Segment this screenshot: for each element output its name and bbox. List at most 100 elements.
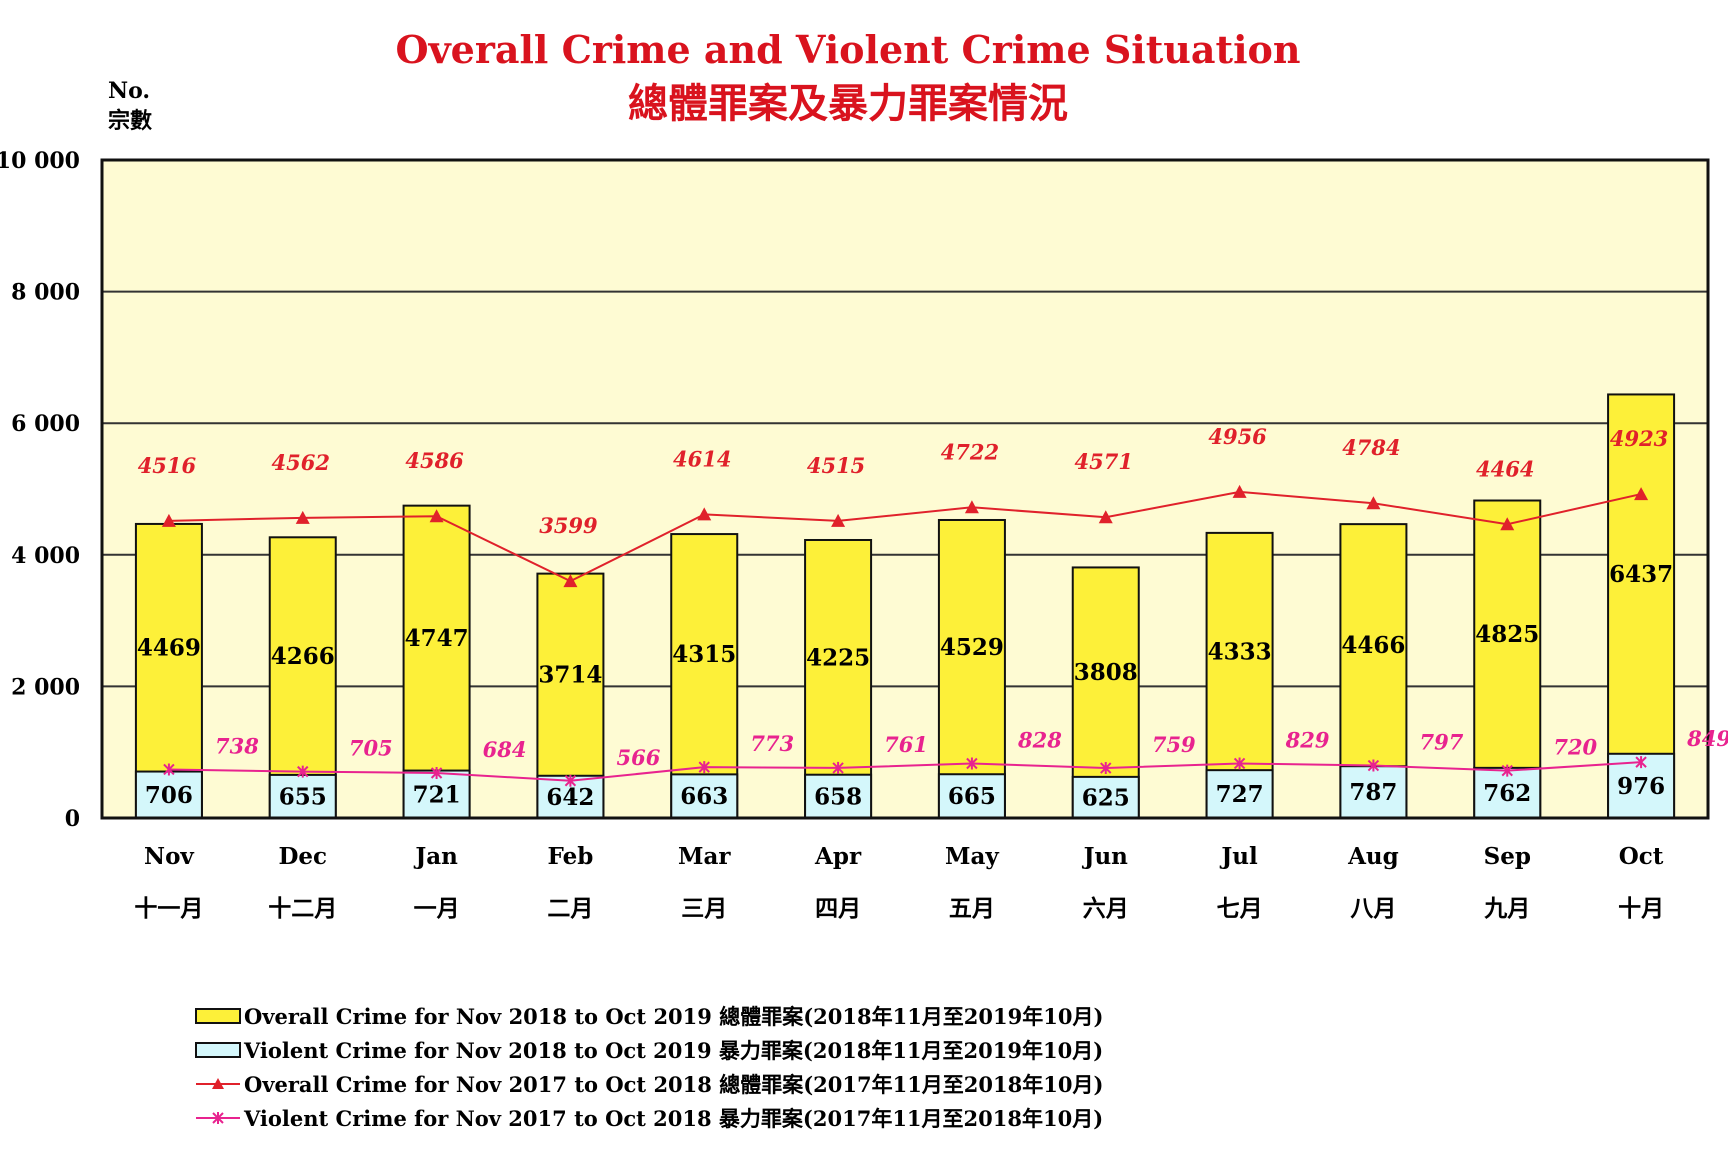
violent-crime-prev-value-label: 829 [1285,727,1330,752]
violent-crime-prev-marker [1233,757,1246,770]
violent-crime-value-label: 762 [1483,780,1531,807]
legend-marker-violent-crime-prev [212,1112,224,1124]
overall-crime-value-label: 4315 [672,641,736,668]
x-tick-label: Jun [1082,843,1129,870]
overall-crime-prev-value-label: 4562 [272,450,330,475]
violent-crime-prev-marker [966,757,978,770]
overall-crime-prev-marker [1098,510,1113,524]
overall-crime-value-label: 3808 [1074,659,1138,686]
x-tick-label-zh: 九月 [1483,895,1530,922]
x-tick-label-zh: 十二月 [268,895,337,922]
overall-crime-prev-marker [1500,517,1515,531]
violent-crime-prev-marker [1501,764,1513,777]
overall-crime-prev-value-label: 4571 [1075,449,1133,474]
legend: Overall Crime for Nov 2018 to Oct 2019 總… [195,1004,1103,1131]
violent-crime-bar [670,773,739,819]
violent-crime-prev-value-label: 684 [483,737,527,762]
violent-crime-value-label: 727 [1216,781,1264,808]
overall-crime-value-label: 4469 [137,635,201,662]
legend-swatch-overall-crime [195,1008,241,1024]
violent-crime-prev-value-label: 849 [1686,726,1728,751]
x-tick-label: Oct [1619,843,1664,870]
overall-crime-value-label: 4225 [806,644,870,671]
violent-crime-value-label: 658 [814,783,862,810]
overall-crime-prev-value-label: 4923 [1610,426,1668,451]
plot-border [100,158,1710,820]
legend-label-overall-crime: Overall Crime for Nov 2018 to Oct 2019 總… [244,1004,1103,1029]
violent-crime-prev-value-label: 705 [349,736,393,761]
overall-crime-prev-value-label: 4586 [405,448,464,473]
y-tick-label: 2 000 [11,674,80,700]
y-tick-label: 4 000 [11,543,80,569]
overall-crime-bar [1607,393,1676,819]
violent-crime-value-label: 625 [1082,784,1130,811]
violent-crime-prev-marker [1635,756,1647,769]
chart-title: Overall Crime and Violent Crime Situatio… [395,27,1300,72]
legend-label-overall-crime-prev: Overall Crime for Nov 2017 to Oct 2018 總… [244,1072,1103,1097]
x-tick-label-zh: 一月 [414,895,460,922]
x-tick-label-zh: 三月 [681,895,727,922]
x-tick-label-zh: 二月 [547,895,593,922]
violent-crime-value-label: 787 [1349,779,1397,806]
x-tick-label: Nov [144,843,194,870]
x-tick-label-zh: 十月 [1618,895,1664,922]
violent-crime-prev-line [168,761,1642,782]
overall-crime-value-label: 4333 [1208,639,1272,666]
violent-crime-value-label: 706 [145,782,193,809]
x-tick-label: Sep [1484,843,1531,870]
overall-crime-prev-line [168,490,1642,583]
overall-crime-prev-marker [831,513,846,527]
overall-crime-value-label: 6437 [1609,561,1673,588]
violent-crime-prev-marker [564,774,577,787]
y-tick-label: 10 000 [0,148,80,174]
violent-crime-prev-value-label: 797 [1419,730,1463,755]
violent-crime-prev-value-label: 828 [1017,728,1062,753]
x-tick-label-zh: 六月 [1083,895,1129,922]
x-tick-label: Aug [1347,843,1399,870]
violent-crime-prev-marker [1100,762,1112,775]
overall-crime-prev-value-label: 4516 [138,453,197,478]
violent-crime-value-label: 655 [279,783,327,810]
y-axis-unit-label-zh: 宗數 [108,108,152,134]
legend-marker-overall-crime-prev [212,1078,224,1089]
x-tick-label: Apr [814,843,862,870]
plot-area: 0 2 000 4 000 6 000 8 000 10 000 4469 706 4266 65… [0,148,1728,922]
violent-crime-prev-value-label: 773 [750,731,794,756]
violent-crime-prev-value-label: 738 [215,733,259,758]
x-tick-label: Mar [678,843,731,870]
violent-crime-bar [804,773,873,820]
overall-crime-prev-value-label: 4464 [1476,456,1534,481]
x-tick-label: May [945,843,999,870]
overall-crime-value-label: 4266 [271,643,335,670]
legend-swatch-violent-crime [195,1042,241,1058]
overall-crime-value-label: 4747 [405,625,469,652]
violent-crime-value-label: 642 [546,784,594,811]
y-tick-label: 0 [65,806,80,832]
violent-crime-prev-marker [1367,759,1380,772]
overall-crime-prev-value-label: 4614 [673,446,731,471]
violent-crime-value-label: 665 [948,783,996,810]
overall-crime-prev-marker [429,509,444,523]
x-tick-label: Jan [413,843,458,870]
overall-crime-prev-value-label: 4784 [1342,435,1400,460]
overall-crime-value-label: 4825 [1475,621,1539,648]
overall-crime-prev-marker [1366,496,1381,510]
y-tick-label: 6 000 [11,411,80,437]
violent-crime-value-label: 663 [680,783,728,810]
legend-label-violent-crime-prev: Violent Crime for Nov 2017 to Oct 2018 暴… [243,1106,1103,1131]
x-tick-label-zh: 八月 [1350,895,1396,922]
violent-crime-prev-value-label: 759 [1152,732,1196,757]
violent-crime-value-label: 721 [413,781,461,808]
violent-crime-bar [1071,775,1140,819]
violent-crime-prev-marker [430,766,443,779]
x-tick-label: Jul [1219,843,1258,870]
overall-crime-prev-marker [1232,484,1247,498]
overall-crime-prev-marker [1634,487,1649,501]
overall-crime-prev-marker [161,513,176,527]
x-tick-label-zh: 七月 [1217,895,1263,922]
violent-crime-bar [937,773,1006,819]
violent-crime-prev-value-label: 720 [1553,735,1597,760]
x-tick-label-zh: 十一月 [134,895,203,922]
violent-crime-value-label: 976 [1617,773,1665,800]
